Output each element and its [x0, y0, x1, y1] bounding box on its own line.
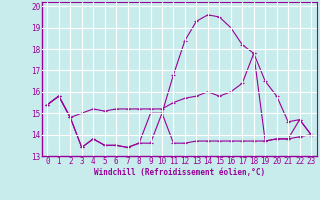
X-axis label: Windchill (Refroidissement éolien,°C): Windchill (Refroidissement éolien,°C): [94, 168, 265, 177]
